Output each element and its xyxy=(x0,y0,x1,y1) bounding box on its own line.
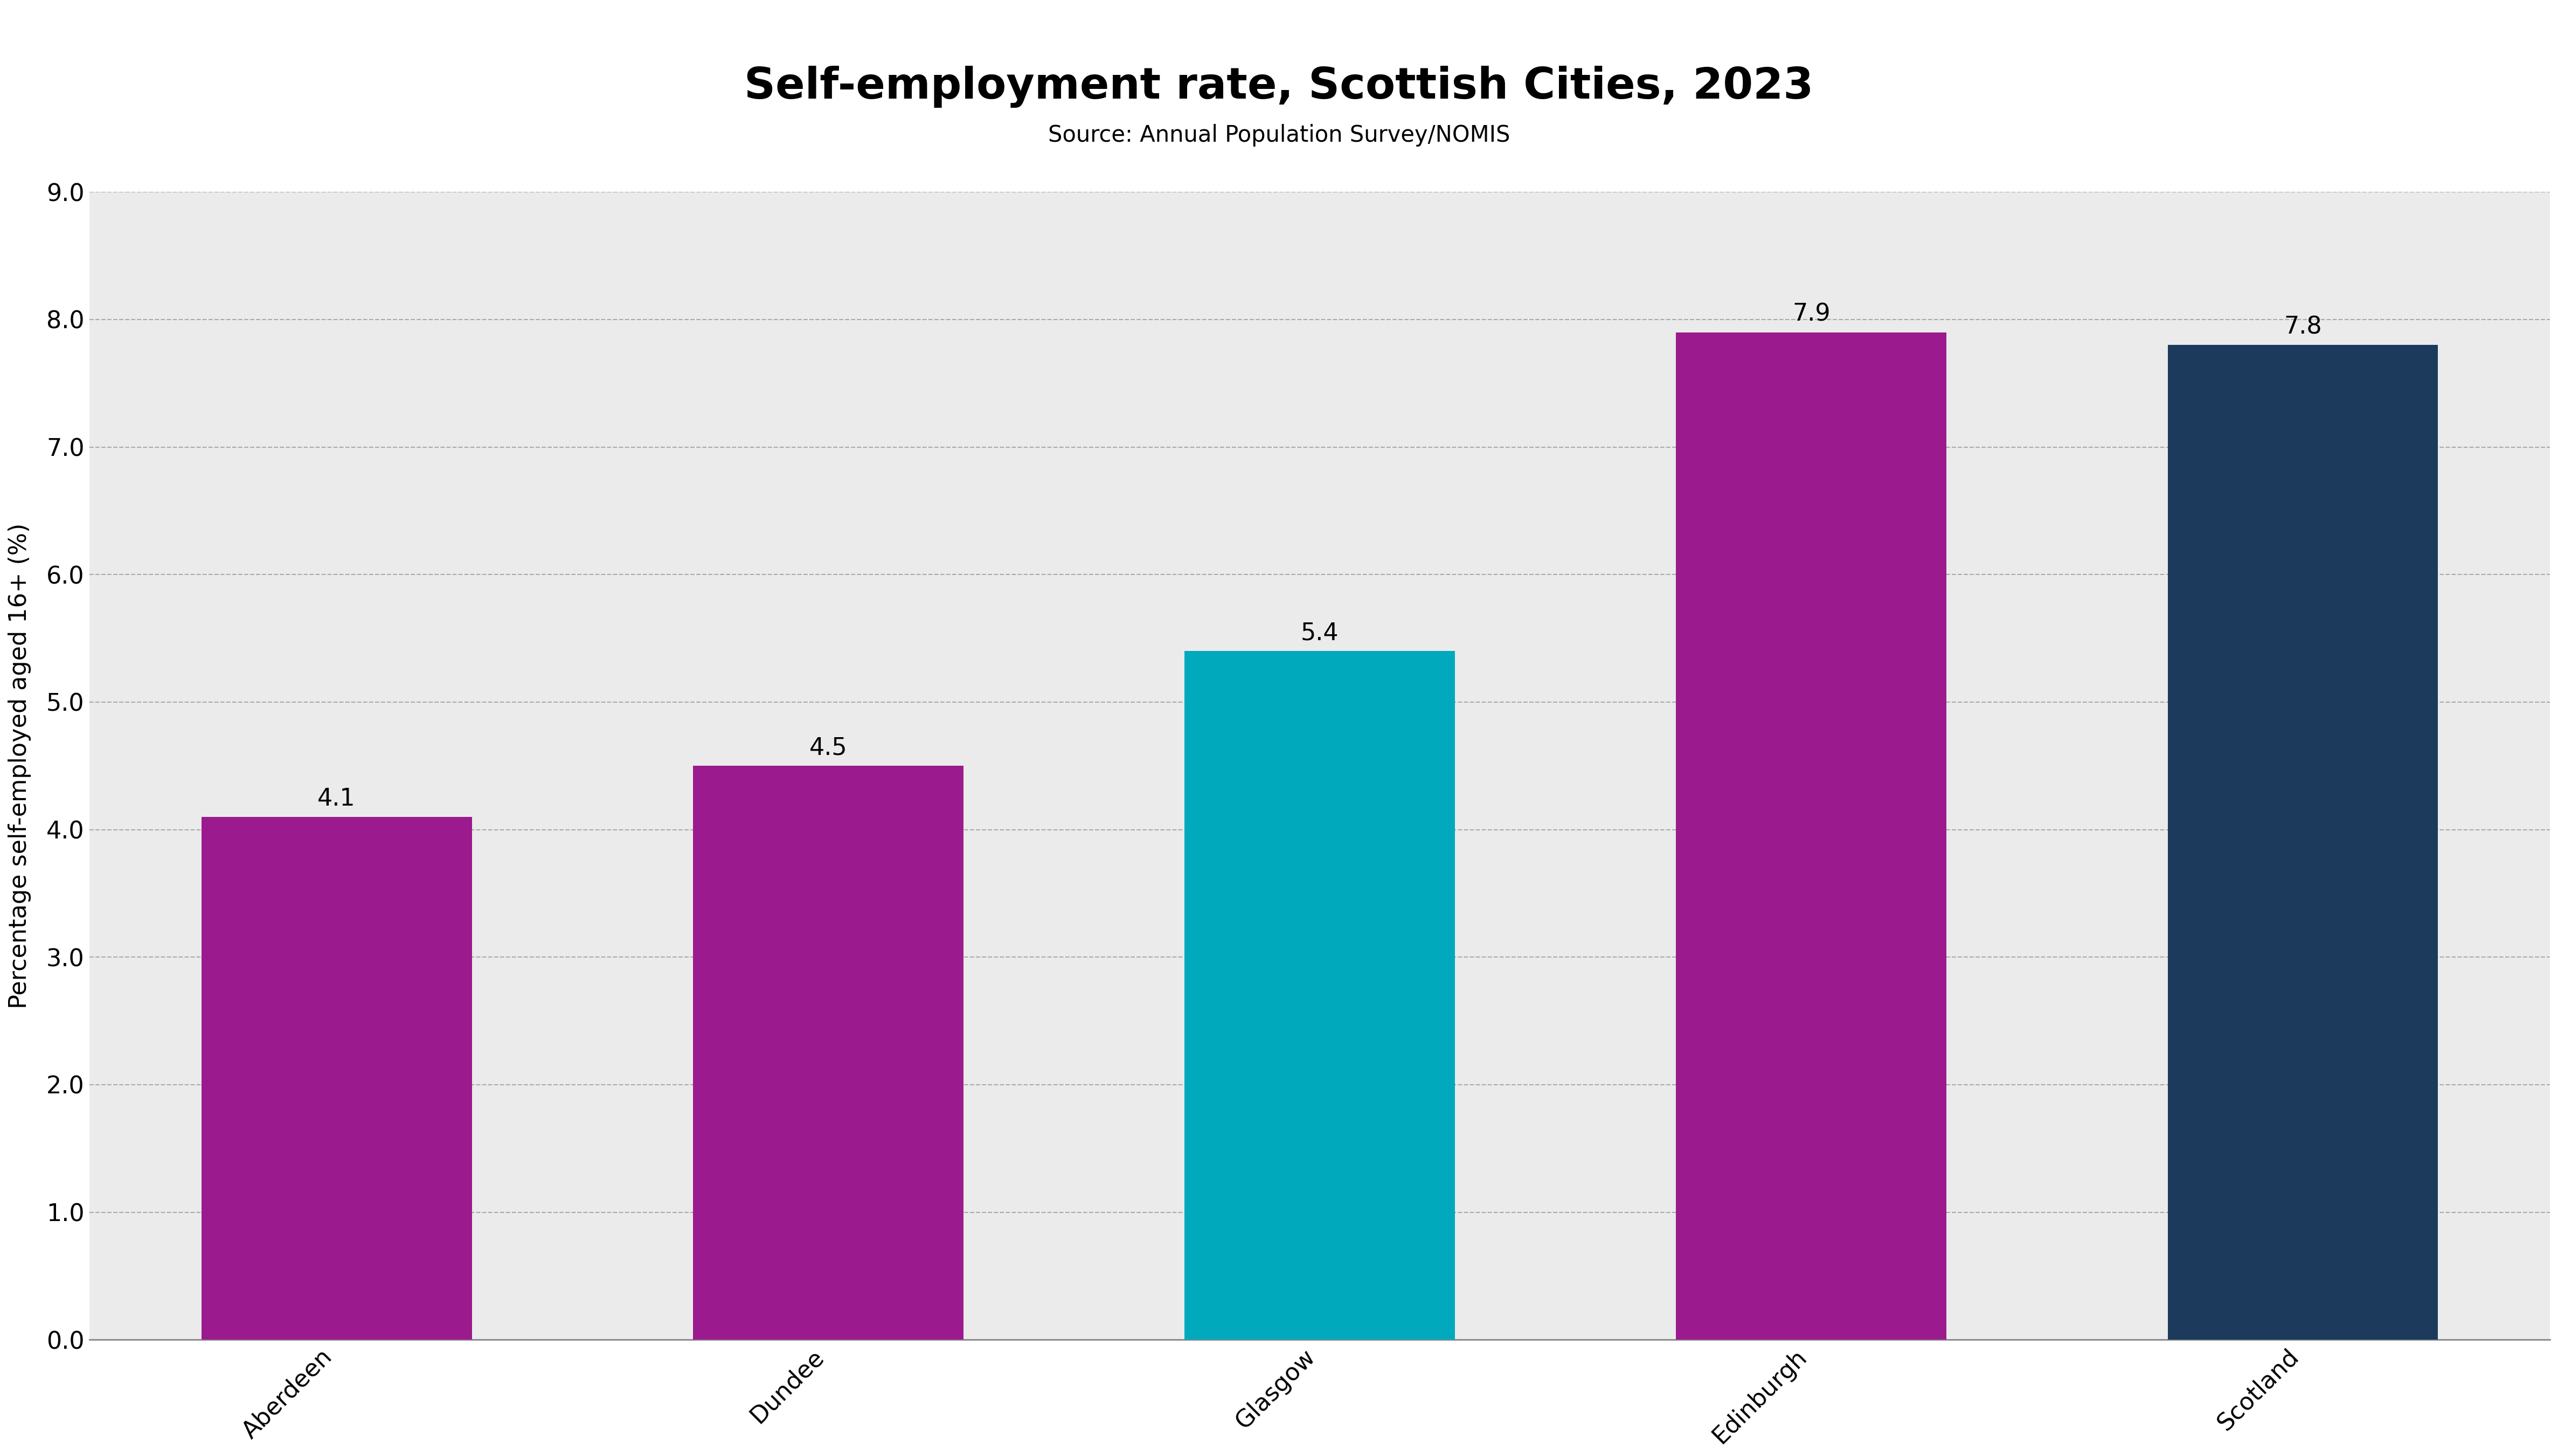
Text: 5.4: 5.4 xyxy=(1299,622,1338,645)
Text: Self-employment rate, Scottish Cities, 2023: Self-employment rate, Scottish Cities, 2… xyxy=(744,66,1814,108)
Text: 4.5: 4.5 xyxy=(808,737,847,760)
Bar xyxy=(1675,332,1947,1340)
Bar xyxy=(693,766,964,1340)
Bar xyxy=(1184,651,1456,1340)
Bar xyxy=(2167,345,2438,1340)
Text: 7.8: 7.8 xyxy=(2284,316,2323,339)
Y-axis label: Percentage self-employed aged 16+ (%): Percentage self-employed aged 16+ (%) xyxy=(8,523,31,1009)
Text: 4.1: 4.1 xyxy=(317,788,356,811)
Bar xyxy=(202,817,471,1340)
Text: Source: Annual Population Survey/NOMIS: Source: Annual Population Survey/NOMIS xyxy=(1049,124,1509,147)
Text: 7.9: 7.9 xyxy=(1793,303,1832,326)
